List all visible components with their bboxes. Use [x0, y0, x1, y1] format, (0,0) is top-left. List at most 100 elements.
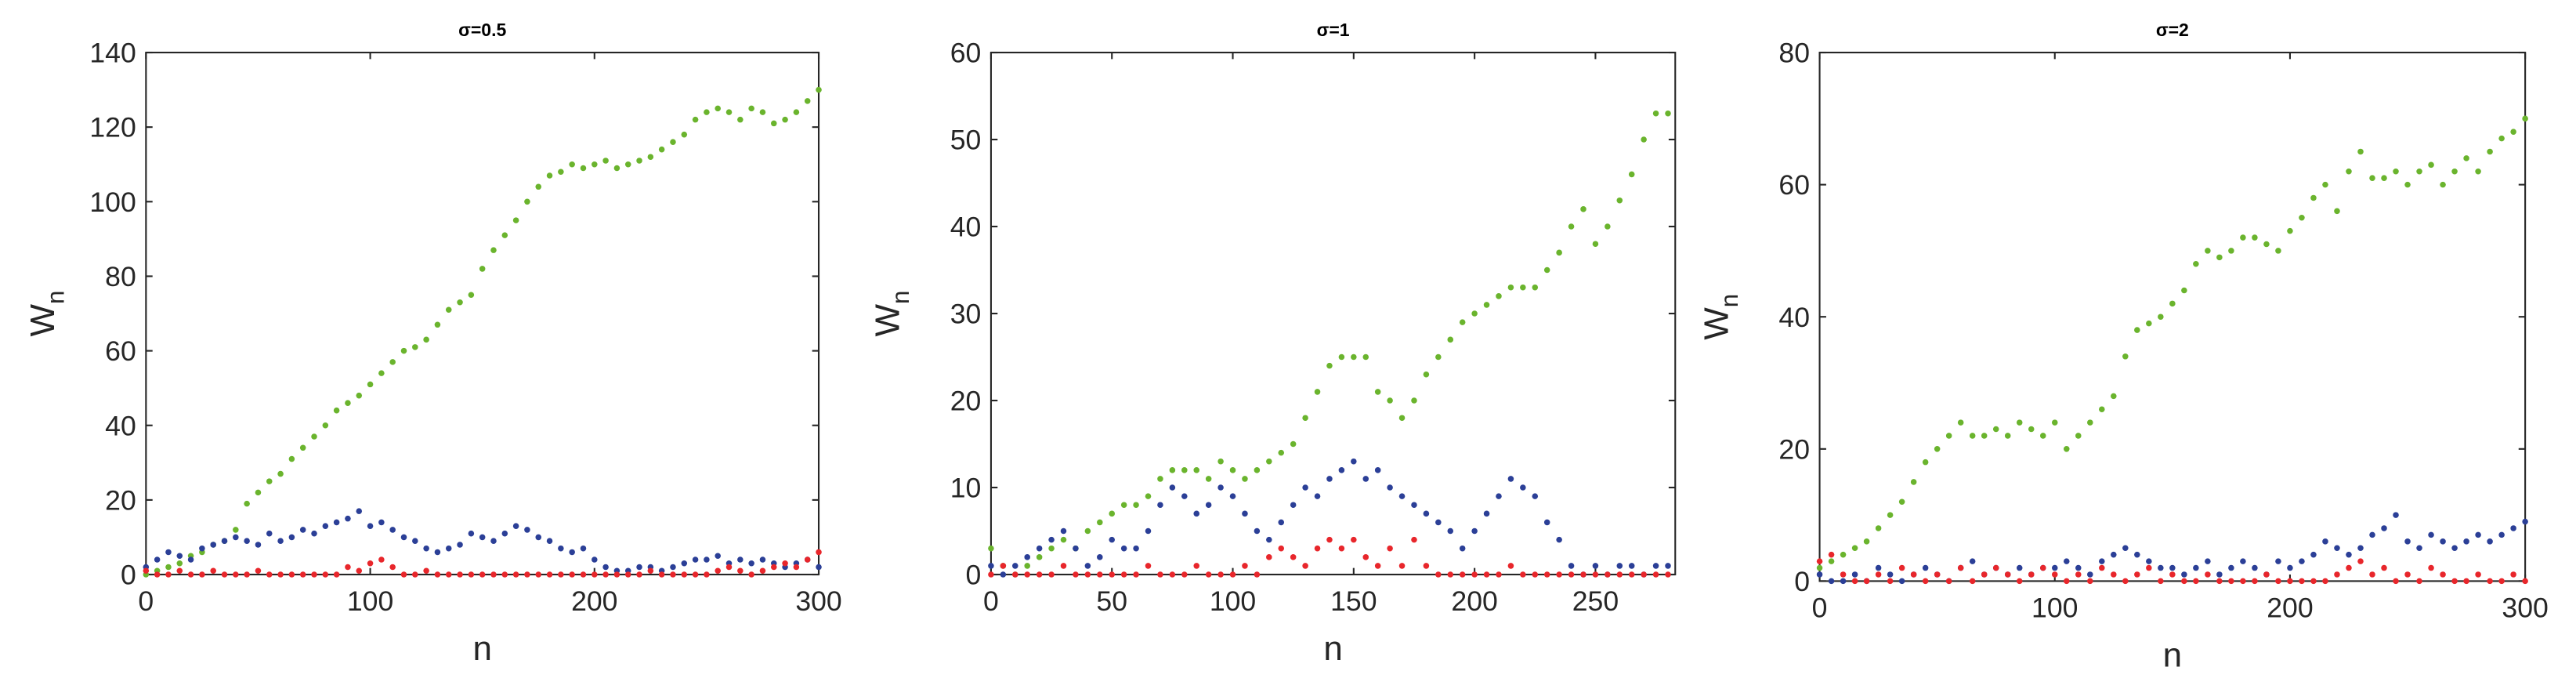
data-point [1278, 519, 1285, 526]
data-point [636, 571, 642, 578]
data-point [501, 530, 508, 537]
data-point [2240, 558, 2246, 564]
data-point [299, 527, 306, 533]
data-point [367, 523, 374, 529]
data-point [2416, 578, 2422, 585]
data-point [1205, 571, 1212, 578]
data-point [524, 571, 530, 578]
data-point [187, 556, 194, 563]
data-point [2016, 578, 2023, 585]
chart-title: σ=1 [1317, 20, 1350, 40]
data-point [1483, 510, 1490, 517]
data-point [1447, 571, 1454, 578]
x-tick-label: 50 [1096, 585, 1127, 617]
data-point [2381, 175, 2387, 181]
data-point [2310, 194, 2317, 201]
x-tick-label: 0 [1812, 592, 1828, 623]
data-point [221, 538, 228, 544]
data-point [2122, 578, 2129, 585]
data-point [2146, 564, 2152, 571]
y-tick-label: 0 [966, 560, 982, 591]
data-point [322, 571, 329, 578]
data-point [1969, 433, 1976, 439]
y-tick-label: 20 [105, 484, 136, 516]
data-point [1181, 571, 1188, 578]
data-point [1652, 571, 1659, 578]
data-point [2346, 564, 2352, 571]
data-point [244, 571, 250, 578]
data-point [2181, 571, 2187, 578]
y-tick-label: 40 [950, 212, 982, 243]
data-point [647, 567, 654, 575]
data-point [580, 165, 587, 172]
data-point [1205, 502, 1212, 508]
data-point [1616, 197, 1623, 204]
data-point [1459, 571, 1466, 578]
data-point [2357, 545, 2364, 552]
data-point [1411, 502, 1417, 508]
y-axis-label-main: W [24, 304, 62, 337]
data-point [1278, 449, 1285, 456]
data-point [1605, 571, 1611, 578]
data-point [1229, 571, 1236, 578]
data-point [535, 183, 542, 190]
data-point [187, 571, 194, 578]
data-point [154, 571, 161, 578]
data-point [670, 571, 676, 578]
data-point [2158, 314, 2164, 320]
data-point [988, 571, 994, 578]
data-point [1423, 563, 1430, 569]
data-point [2228, 578, 2234, 585]
data-point [602, 571, 609, 578]
data-point [423, 567, 429, 575]
data-point [1398, 415, 1406, 421]
data-point [233, 534, 239, 541]
data-point [1828, 558, 1835, 564]
data-point [1863, 578, 1870, 585]
data-point [1543, 266, 1550, 274]
data-point [1981, 433, 1988, 439]
data-point [692, 571, 699, 578]
data-point [1314, 545, 1321, 552]
data-point [490, 571, 497, 578]
data-point [2404, 538, 2411, 545]
data-point [602, 564, 609, 571]
data-point [1060, 563, 1067, 569]
data-point [1036, 545, 1043, 552]
data-point [445, 571, 452, 578]
data-point [535, 534, 542, 541]
data-point [1652, 563, 1659, 569]
data-point [2193, 564, 2199, 571]
data-point [389, 359, 396, 365]
data-point [2475, 571, 2481, 578]
data-point [479, 534, 486, 541]
y-tick-label: 120 [89, 112, 136, 143]
data-point [1496, 293, 1502, 299]
data-point [1048, 571, 1055, 578]
data-point [569, 161, 575, 168]
data-point [2158, 578, 2164, 585]
data-point [2111, 551, 2117, 558]
data-point [2099, 558, 2105, 564]
data-point [2381, 525, 2387, 531]
data-point [725, 564, 733, 571]
data-point [1060, 527, 1067, 535]
data-point [457, 571, 463, 578]
data-point [434, 549, 441, 556]
data-point [1362, 476, 1369, 482]
data-point [804, 556, 811, 563]
data-point [658, 571, 665, 578]
data-point [1628, 171, 1635, 178]
data-point [277, 470, 284, 477]
data-point [524, 527, 530, 533]
data-point [2522, 578, 2528, 585]
data-point [2357, 148, 2364, 155]
data-point [1532, 284, 1539, 291]
data-point [1665, 563, 1671, 569]
data-point [2216, 571, 2223, 578]
data-point [2440, 538, 2446, 545]
data-point [2369, 571, 2375, 578]
data-point [737, 556, 743, 563]
